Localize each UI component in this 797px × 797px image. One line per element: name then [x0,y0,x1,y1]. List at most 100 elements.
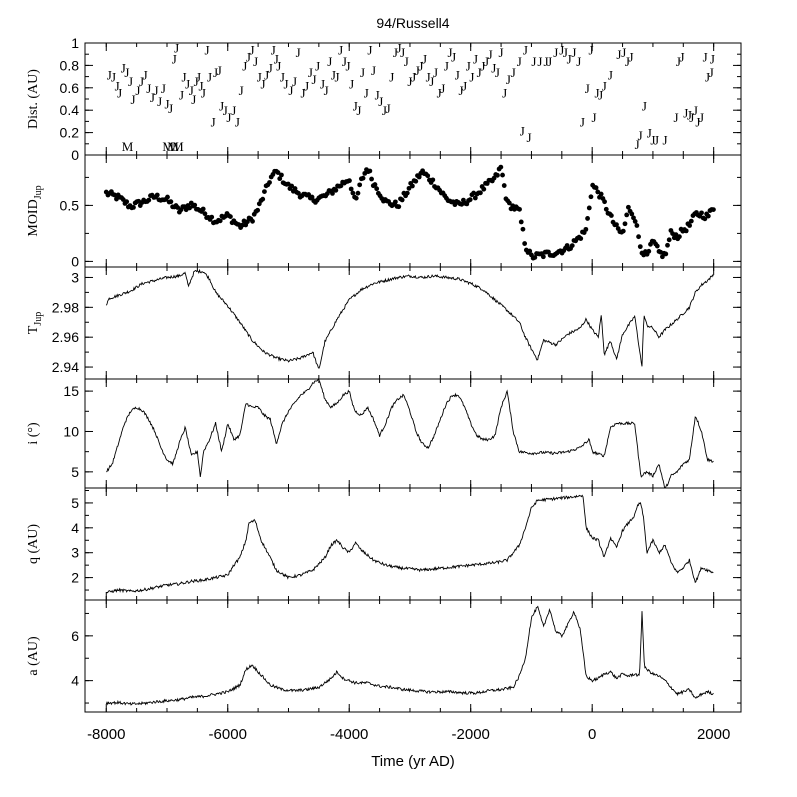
moid-point [124,199,130,205]
figure-title: 94/Russell4 [376,15,449,31]
jupiter-encounter-marker: J [693,103,698,118]
moid-point [413,178,419,184]
y-tick-label: 0.4 [60,102,80,118]
y-axis-label: Dist. (AU) [26,69,41,129]
jupiter-encounter-marker: J [311,72,316,87]
y-tick-label: 3 [71,269,79,285]
y-tick-label: 4 [71,673,79,689]
jupiter-encounter-marker: J [638,128,643,143]
mars-encounter-marker: M [172,139,184,154]
y-axis-label: TJup [26,312,44,334]
jupiter-encounter-marker: J [371,63,376,78]
jupiter-encounter-marker: J [115,79,120,94]
moid-point [564,243,570,248]
x-tick-label: -8000 [87,726,125,743]
x-tick-label: -4000 [330,726,368,743]
y-tick-label: 0.6 [60,80,80,96]
moid-point [165,194,170,200]
panel-semimajor: 4 6 a (AU) [26,599,742,713]
moid-point [353,195,359,201]
jupiter-encounter-marker: J [580,114,585,129]
moid-point [309,194,315,200]
jupiter-encounter-marker: J [157,94,162,109]
moid-point [517,206,522,212]
moid-point [350,190,356,196]
moid-point [636,234,641,240]
jupiter-encounter-marker: J [338,43,343,58]
moid-point [404,190,410,196]
jupiter-encounter-marker: J [480,58,485,73]
jupiter-encounter-marker: J [296,45,301,60]
jupiter-encounter-marker: J [523,43,528,58]
moid-point [245,219,250,225]
x-tick-label: 0 [588,726,596,743]
moid-point [625,204,631,210]
y-tick-label: 15 [63,383,79,399]
moid-point [495,172,500,178]
moid-point [406,185,412,191]
jupiter-encounter-marker: J [349,76,354,91]
moid-point [333,187,339,193]
moid-point [228,214,233,220]
semimajor-line [105,605,714,706]
moid-point [634,223,640,228]
moid-point [602,199,607,205]
jupiter-encounter-marker: J [189,83,194,98]
panel-perihelion: 2 3 4 5 q (AU) [26,487,742,601]
jupiter-encounter-marker: J [257,70,262,85]
jupiter-encounter-marker: J [444,58,449,73]
moid-point [267,180,272,185]
jupiter-encounter-marker: J [345,58,350,73]
tisserand-line [105,268,714,369]
jupiter-encounter-marker: J [499,45,504,60]
jupiter-encounter-marker: J [191,92,196,107]
jupiter-encounter-marker: J [301,85,306,100]
y-tick-label: 3 [71,545,79,561]
jupiter-encounter-marker: J [567,52,572,67]
x-tick-label: -6000 [209,726,247,743]
jupiter-encounter-marker: J [484,54,489,69]
jupiter-encounter-marker: J [185,76,190,91]
jupiter-encounter-marker: J [280,70,285,85]
jupiter-encounter-marker: J [458,83,463,98]
jupiter-encounter-marker: J [367,43,372,58]
moid-point [275,170,281,175]
jupiter-encounter-marker: J [511,65,516,80]
moid-point [637,244,643,250]
moid-point [532,255,538,260]
moid-point [663,251,669,257]
moid-point [677,234,682,240]
jupiter-encounter-marker: J [537,54,542,69]
moid-point [501,183,507,188]
jupiter-encounter-marker: J [585,81,590,96]
jupiter-encounter-marker: J [117,85,122,100]
moid-point [348,186,354,192]
y-axis-label-subscript: Jup [33,312,44,326]
panel-moid: 0 0.5 MOIDJup [26,154,742,269]
moid-point [593,185,599,191]
jupiter-encounter-marker: J [382,103,387,118]
moid-point [586,205,592,211]
moid-point [372,182,378,187]
moid-point [217,218,223,224]
moid-point [520,226,526,232]
moid-point [409,183,415,189]
jupiter-encounter-marker: J [292,74,297,89]
y-tick-label: 0 [71,253,79,269]
jupiter-encounter-marker: J [591,110,596,125]
jupiter-encounter-marker: J [647,126,652,141]
moid-point [355,190,361,196]
moid-point [430,177,436,183]
jupiter-encounter-marker: J [130,92,135,107]
y-tick-label: 4 [71,520,79,536]
mars-encounter-marker: M [162,139,174,154]
moid-point [687,223,693,228]
moid-point [112,192,118,198]
moid-point [360,175,366,181]
panel-frame [84,599,742,713]
moid-point [146,197,152,203]
moid-point [498,164,504,170]
moid-point [200,206,206,212]
y-tick-label: 6 [71,628,79,644]
